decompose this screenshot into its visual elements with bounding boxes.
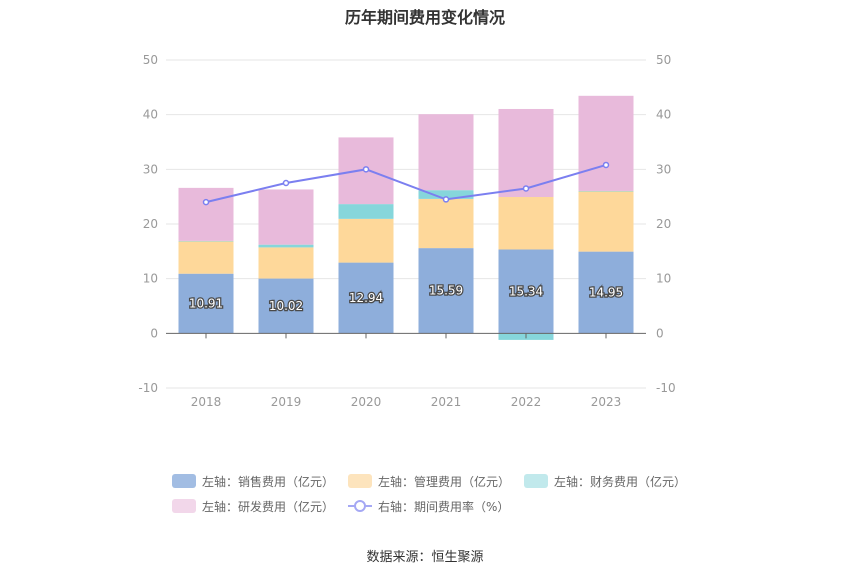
right-axis-tick-label: 50	[656, 53, 671, 67]
bar-segment	[418, 190, 474, 199]
legend-item-admin[interactable]: 左轴：管理费用（亿元）	[348, 473, 510, 490]
expense-ratio-point	[282, 179, 290, 187]
x-axis-tick-label: 2020	[351, 395, 382, 409]
bar-segment	[178, 240, 234, 242]
bar-segment	[498, 249, 554, 334]
legend-label-sales: 左轴：销售费用（亿元）	[202, 474, 335, 489]
bar-value-label: 14.95	[589, 285, 623, 299]
right-axis-tick-label: 40	[656, 108, 671, 122]
bar-value-label: 15.34	[509, 284, 543, 298]
bar-segment	[178, 273, 234, 334]
legend-item-finance[interactable]: 左轴：财务费用（亿元）	[524, 473, 686, 490]
legend-swatch-rnd	[172, 499, 196, 513]
legend-swatch-admin	[348, 474, 373, 488]
right-axis-tick-label: -10	[656, 381, 676, 395]
x-axis-tick-label: 2018	[191, 395, 222, 409]
bar-value-label: 12.94	[349, 291, 383, 305]
legend-label-finance: 左轴：财务费用（亿元）	[554, 474, 687, 489]
left-axis-tick-label: -10	[138, 381, 158, 395]
bar-segment	[578, 251, 634, 334]
expense-ratio-point	[362, 166, 370, 173]
left-axis-tick-label: 30	[143, 162, 158, 176]
legend-label-admin: 左轴：管理费用（亿元）	[378, 474, 511, 489]
bar-value-label: 10.91	[189, 297, 223, 311]
legend-item-rnd[interactable]: 左轴：研发费用（亿元）	[172, 498, 334, 515]
bar-segment	[338, 262, 394, 334]
data-source: 数据来源：恒生聚源	[366, 550, 484, 565]
right-axis-tick-label: 30	[656, 162, 671, 176]
expense-ratio-line	[205, 164, 607, 204]
expense-ratio-point	[602, 161, 610, 169]
bar-segment	[578, 95, 634, 191]
bar-segment	[178, 241, 234, 274]
bar-segment	[498, 196, 554, 250]
bar-segment	[258, 244, 314, 248]
bar-segment	[338, 204, 394, 219]
chart-title: 历年期间费用变化情况	[344, 8, 505, 27]
left-axis-tick-label: 40	[143, 108, 158, 122]
bar-value-label: 15.59	[429, 284, 463, 298]
left-axis-tick-label: 10	[143, 272, 158, 286]
legend-swatch-expense-ratio	[348, 500, 373, 512]
bar-segment	[418, 198, 474, 249]
legend-swatch-finance	[524, 474, 549, 488]
bar-segment	[258, 247, 314, 279]
right-axis-tick-label: 0	[656, 326, 664, 340]
bar-segment	[418, 114, 474, 191]
expense-ratio-point	[522, 185, 530, 192]
bar-segment	[418, 248, 474, 334]
x-axis-tick-label: 2019	[271, 395, 302, 409]
legend-item-expense-ratio[interactable]: 右轴：期间费用率（%）	[348, 498, 509, 515]
x-axis-tick-label: 2023	[591, 395, 622, 409]
legend-label-rnd: 左轴：研发费用（亿元）	[202, 499, 335, 514]
left-axis-tick-label: 50	[143, 53, 158, 67]
legend-label-expense-ratio: 右轴：期间费用率（%）	[378, 499, 510, 514]
bar-segment	[578, 191, 634, 252]
bar-segment	[258, 189, 314, 245]
legend-item-sales[interactable]: 左轴：销售费用（亿元）	[172, 473, 334, 490]
legend-swatch-sales	[172, 474, 196, 488]
bar-segment	[258, 278, 314, 334]
bar-segment	[578, 190, 634, 192]
bar-segment	[178, 187, 234, 241]
bar-segment	[338, 218, 394, 263]
bar-value-label: 10.02	[269, 299, 303, 313]
right-axis-tick-label: 10	[656, 272, 671, 286]
legend-row-2: 左轴：研发费用（亿元） 右轴：期间费用率（%）	[172, 497, 692, 515]
x-axis-tick-label: 2021	[431, 395, 462, 409]
left-axis-tick-label: 20	[143, 217, 158, 231]
expense-ratio-point	[202, 198, 210, 206]
stacked-bar-line-chart: -10 0 10 20 30 40 50 -10 0 10 20 30 40 50 10.91 2018 10.…	[138, 53, 676, 409]
right-axis-tick-label: 20	[656, 217, 671, 231]
x-axis-tick-label: 2022	[511, 395, 542, 409]
left-axis-tick-label: 0	[150, 326, 158, 340]
legend-row-1: 左轴：销售费用（亿元） 左轴：管理费用（亿元） 左轴：财务费用（亿元）	[172, 472, 692, 490]
expense-ratio-point	[442, 196, 450, 203]
chart-legend: 左轴：销售费用（亿元） 左轴：管理费用（亿元） 左轴：财务费用（亿元） 左轴：研…	[172, 472, 692, 522]
